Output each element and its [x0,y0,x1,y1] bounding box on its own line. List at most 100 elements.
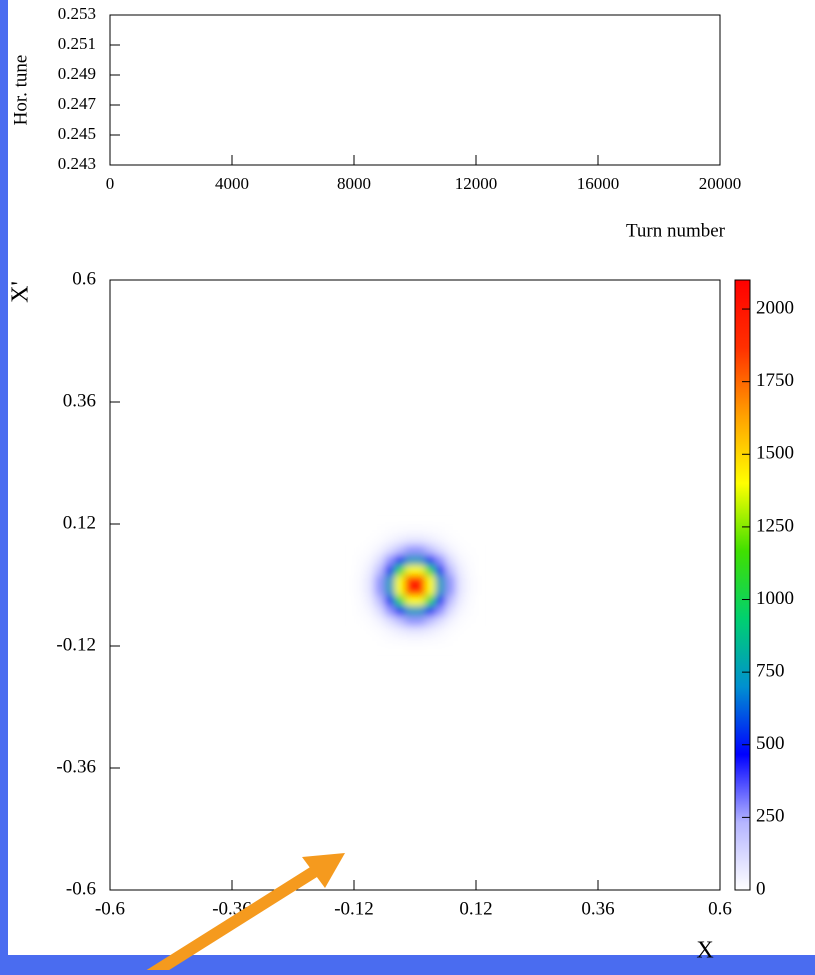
heatmap-cell [364,524,375,535]
phase-space-plot: X X' -0.6 -0.36 -0.12 0.12 0.36 0.6-0.6-0.36-… [8,268,795,963]
heatmap-cell [374,625,385,637]
heatmap-cell [394,544,406,555]
heatmap-cell [445,534,457,545]
heatmap-cell [354,574,365,586]
heatmap-cell [415,635,426,647]
heatmap-cell [384,595,396,606]
heatmap-cell [455,595,467,606]
heatmap-cell [465,635,477,647]
colorbar-tick-label: 1000 [756,588,794,609]
heatmap-cell [455,524,467,535]
x-tick-label: 0.6 [708,898,732,919]
heatmap-cell [425,564,436,576]
heatmap-cell [384,534,396,545]
x-tick-label: 8000 [337,174,371,193]
heatmap-cell [394,615,406,627]
heatmap-cell [455,605,467,616]
heatmap-cell [354,524,365,535]
heatmap-cell [374,635,385,647]
heatmap-cell [425,524,436,535]
heatmap-cell [354,595,365,606]
heatmap-cell [394,605,406,616]
heatmap-cell [445,544,457,555]
heatmap-cell [465,615,477,627]
heatmap-cell [465,564,477,576]
heatmap-cell [374,615,385,627]
heatmap-cell [465,625,477,637]
y-tick-label: 0.36 [63,390,96,411]
heatmap-cell [425,595,436,606]
tune-plot: Turn number Hor. tune 0 4000 8000 12000 1600… [10,4,741,241]
colorbar-tick-label: 500 [756,733,785,754]
heatmap-cell [364,605,375,616]
heatmap-cell [455,615,467,627]
y-tick-label: 0.247 [58,94,97,113]
heatmap-cell [394,574,406,586]
heatmap-cell [394,585,406,596]
heatmap-cell [364,585,375,596]
heatmap-cell [435,554,446,566]
heatmap-cell [465,574,477,586]
panel [8,0,815,955]
plot-frame [109,14,721,166]
heatmap-cell [354,625,365,637]
heatmap-cell [415,544,426,555]
heatmap [354,524,477,647]
heatmap-cell [455,544,467,555]
heatmap-cell [364,554,375,566]
heatmap-cell [425,574,436,586]
x-tick-label: -0.6 [95,898,125,919]
heatmap-cell [394,524,406,535]
heatmap-cell [445,595,457,606]
heatmap-cell [435,595,446,606]
heatmap-cell [384,574,396,586]
y-tick-label: 0.245 [58,124,96,143]
heatmap-cell [364,595,375,606]
heatmap-cell [465,524,477,535]
heatmap-cell [354,615,365,627]
heatmap-cell [374,564,385,576]
heatmap-cell [435,564,446,576]
heatmap-cell [364,534,375,545]
heatmap-cell [404,595,416,606]
heatmap-cell [374,574,385,586]
heatmap-cell [384,544,396,555]
heatmap-cell [384,615,396,627]
heatmap-cell [425,625,436,637]
y-tick-label: 0.12 [63,512,96,533]
x-tick-label: 12000 [455,174,498,193]
heatmap-cell [455,585,467,596]
y-tick-label: -0.6 [66,878,96,899]
heatmap-cell [455,534,467,545]
heatmap-cell [404,574,416,586]
colorbar-tick-label: 1250 [756,515,794,536]
heatmap-cell [415,524,426,535]
heatmap-cell [435,605,446,616]
heatmap-cell [455,625,467,637]
heatmap-cell [425,554,436,566]
heatmap-cell [435,625,446,637]
heatmap-cell [384,564,396,576]
heatmap-cell [435,524,446,535]
heatmap-cell [384,635,396,647]
heatmap-cell [364,544,375,555]
heatmap-cell [445,625,457,637]
heatmap-cell [354,554,365,566]
heatmap-cell [404,585,416,596]
heatmap-cell [404,544,416,555]
heatmap-cell [404,605,416,616]
colorbar-tick-label: 2000 [756,297,794,318]
x-tick-label: 16000 [577,174,620,193]
heatmap-cell [455,635,467,647]
heatmap-cell [425,544,436,555]
heatmap-cell [384,554,396,566]
x-tick-label: 0.36 [581,898,614,919]
heatmap-cell [354,585,365,596]
heatmap-cell [364,615,375,627]
heatmap-cell [354,635,365,647]
heatmap-cell [384,585,396,596]
heatmap-cell [394,595,406,606]
heatmap-cell [455,574,467,586]
heatmap-cell [374,554,385,566]
heatmap-cell [394,564,406,576]
